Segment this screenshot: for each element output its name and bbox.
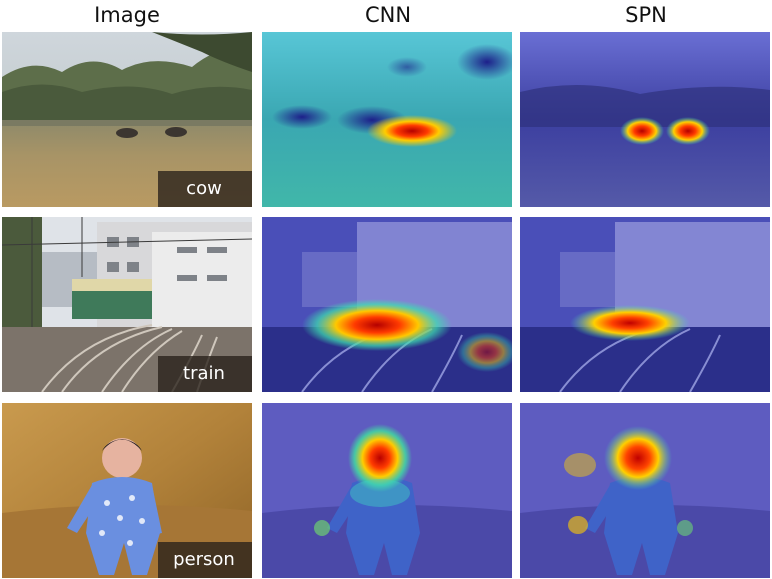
train-label: train xyxy=(158,356,252,392)
header-image: Image xyxy=(94,3,160,27)
person-label: person xyxy=(158,542,252,578)
cow-label: cow xyxy=(158,171,252,207)
train-spn-heatmap xyxy=(520,217,770,392)
cow-cnn-heatmap xyxy=(262,32,512,207)
train-original-photo: train xyxy=(2,217,252,392)
header-cnn: CNN xyxy=(364,3,412,27)
header-spn: SPN xyxy=(625,3,667,27)
person-original-photo: person xyxy=(2,403,252,578)
cow-spn-heatmap xyxy=(520,32,770,207)
train-cnn-heatmap xyxy=(262,217,512,392)
person-cnn-heatmap xyxy=(262,403,512,578)
cow-original-photo: cow xyxy=(2,32,252,207)
person-spn-heatmap xyxy=(520,403,770,578)
